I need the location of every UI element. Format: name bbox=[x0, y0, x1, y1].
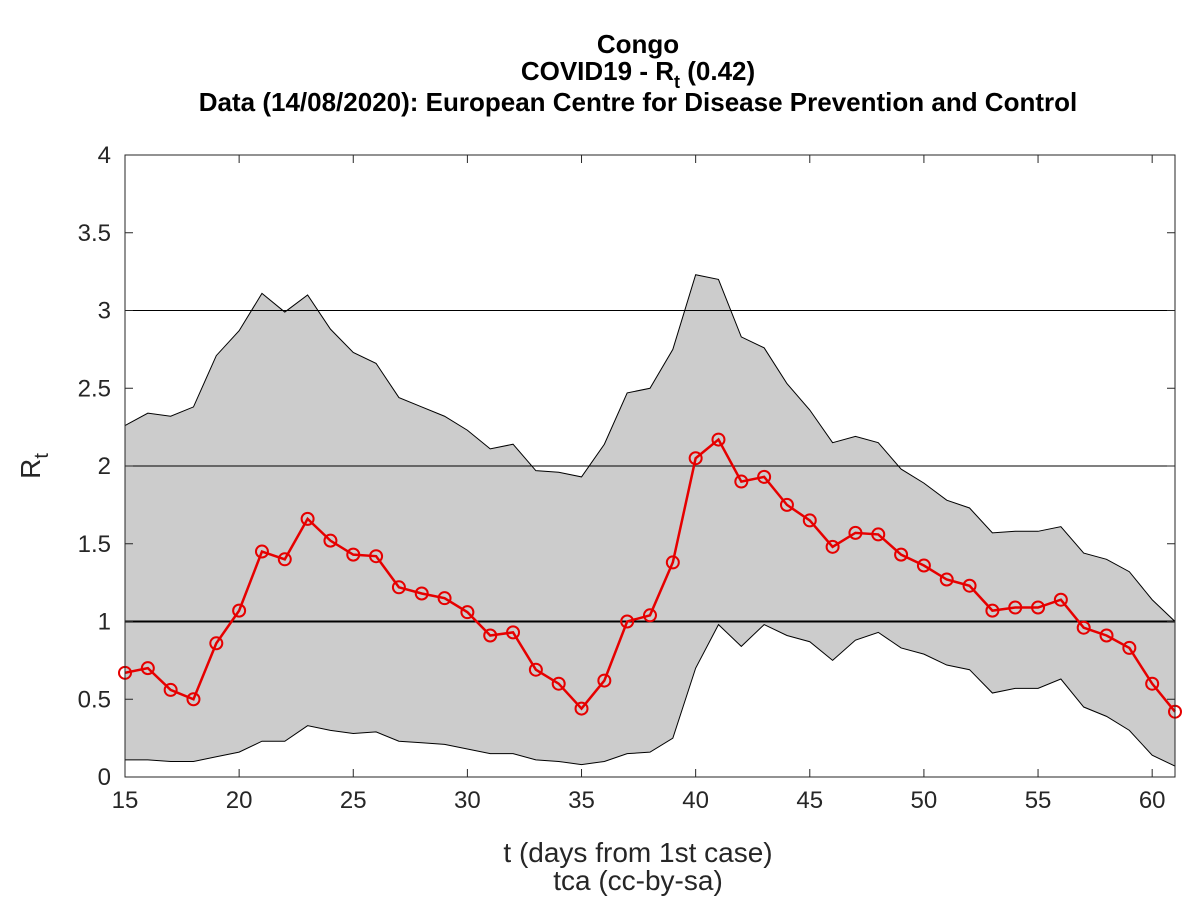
confidence-band-layer bbox=[124, 274, 1176, 767]
x-tick-label: 30 bbox=[454, 787, 481, 814]
series-point bbox=[985, 603, 1000, 618]
x-tick-label: 50 bbox=[911, 787, 938, 814]
confidence-band bbox=[124, 274, 1176, 767]
chart-title-metric-subscript: t bbox=[674, 72, 680, 92]
chart-title-country: Congo bbox=[597, 29, 679, 59]
y-tick-label: 1.5 bbox=[78, 531, 111, 558]
series-point bbox=[1099, 628, 1114, 643]
series-point bbox=[163, 682, 178, 697]
x-tick-label: 35 bbox=[568, 787, 595, 814]
y-tick-label: 1 bbox=[98, 609, 111, 636]
series-point bbox=[894, 547, 909, 562]
series-point bbox=[1076, 620, 1091, 635]
chart-title-metric: COVID19 - Rt (0.42) bbox=[521, 56, 755, 92]
series-point bbox=[1145, 676, 1160, 691]
series-point bbox=[1053, 592, 1068, 607]
series-point bbox=[711, 432, 726, 447]
series-point bbox=[916, 558, 931, 573]
x-axis-label: t (days from 1st case) bbox=[503, 837, 772, 868]
y-tick-label: 2.5 bbox=[78, 375, 111, 402]
series-point bbox=[962, 578, 977, 593]
series-point bbox=[140, 661, 155, 676]
series-point bbox=[551, 676, 566, 691]
x-tick-label: 25 bbox=[340, 787, 367, 814]
ticks-layer: 15 20 25 30 35 40 45 50 55 60 0 0.5 1 1.5 2 2.5 3 3.5 4 bbox=[78, 142, 1175, 814]
series-point bbox=[483, 628, 498, 643]
series-point bbox=[232, 603, 247, 618]
y-tick-label: 3 bbox=[98, 298, 111, 325]
series-point bbox=[346, 547, 361, 562]
y-tick-label: 4 bbox=[98, 142, 111, 169]
series-point bbox=[437, 591, 452, 606]
series-point bbox=[620, 614, 635, 629]
y-tick-label: 2 bbox=[98, 453, 111, 480]
chart-title-source: Data (14/08/2020): European Centre for D… bbox=[199, 87, 1077, 117]
series-point bbox=[939, 572, 954, 587]
chart-title-metric-prefix: COVID19 - bbox=[521, 56, 655, 86]
series-point bbox=[323, 533, 338, 548]
series-point bbox=[300, 511, 315, 526]
series-point bbox=[1122, 640, 1137, 655]
y-tick-label: 0 bbox=[98, 764, 111, 791]
series-point bbox=[597, 673, 612, 688]
x-tick-label: 45 bbox=[796, 787, 823, 814]
series-point bbox=[871, 527, 886, 542]
series-point bbox=[277, 552, 292, 567]
y-tick-label: 3.5 bbox=[78, 220, 111, 247]
series-point bbox=[848, 525, 863, 540]
series-point bbox=[825, 539, 840, 554]
series-point bbox=[460, 605, 475, 620]
series-line bbox=[124, 437, 1176, 713]
y-axis-label: Rt bbox=[15, 453, 53, 479]
chart-title-metric-symbol: R bbox=[655, 56, 674, 86]
series-point bbox=[757, 469, 772, 484]
y-axis-label-symbol: R bbox=[15, 459, 46, 479]
series-point bbox=[186, 692, 201, 707]
series-point bbox=[528, 662, 543, 677]
series-point bbox=[209, 636, 224, 651]
series-point bbox=[779, 497, 794, 512]
y-axis-label-subscript: t bbox=[31, 453, 53, 459]
x-tick-label: 60 bbox=[1139, 787, 1166, 814]
footer-credit: tca (cc-by-sa) bbox=[553, 865, 723, 896]
series-point bbox=[254, 544, 269, 559]
series-point bbox=[688, 451, 703, 466]
series-point bbox=[802, 513, 817, 528]
x-tick-label: 20 bbox=[226, 787, 253, 814]
series-point bbox=[506, 625, 521, 640]
series-point bbox=[414, 586, 429, 601]
series-point bbox=[1031, 600, 1046, 615]
chart-title-metric-value: (0.42) bbox=[680, 56, 755, 86]
series-point bbox=[665, 555, 680, 570]
y-tick-label: 0.5 bbox=[78, 686, 111, 713]
series-point bbox=[734, 474, 749, 489]
series-point bbox=[391, 580, 406, 595]
x-tick-label: 55 bbox=[1025, 787, 1052, 814]
x-tick-label: 15 bbox=[112, 787, 139, 814]
x-tick-label: 40 bbox=[682, 787, 709, 814]
series-point bbox=[1008, 600, 1023, 615]
series-point bbox=[369, 549, 384, 564]
series-point bbox=[574, 701, 589, 716]
series-point bbox=[643, 608, 657, 623]
